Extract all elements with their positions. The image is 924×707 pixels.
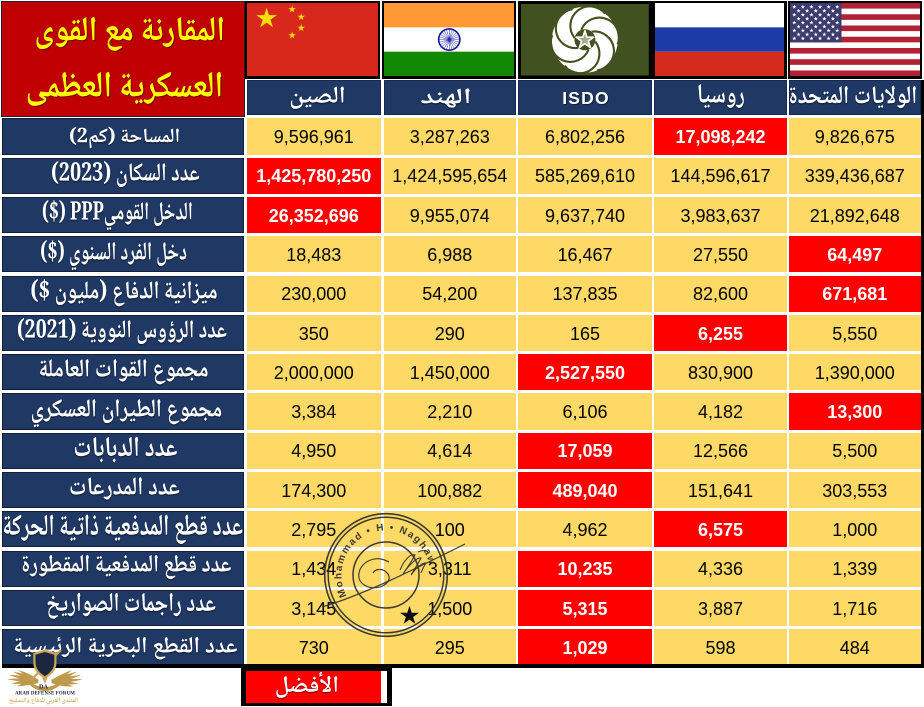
svg-text:ARAB DEFENSE FORUM: ARAB DEFENSE FORUM: [15, 692, 75, 697]
svg-text:DA: DA: [39, 683, 48, 690]
